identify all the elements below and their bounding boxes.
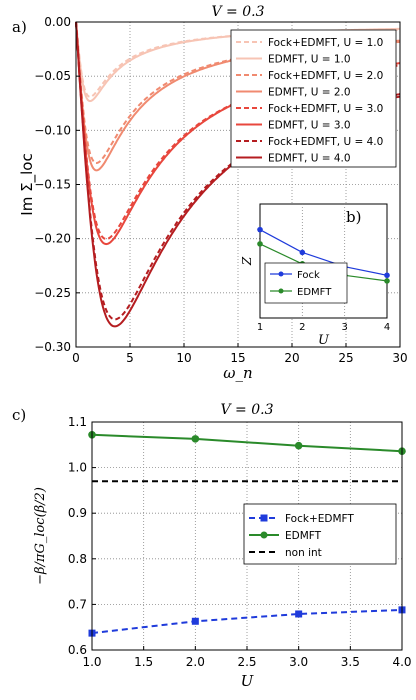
x-tick-label: 3.0: [289, 655, 308, 669]
x-axis-label: ω_n: [223, 364, 252, 382]
x-tick-label: 1.0: [82, 655, 101, 669]
x-tick-label: 4: [384, 322, 390, 333]
legend-label: Fock+EDMFT, U = 4.0: [268, 136, 383, 148]
legend-label: Fock: [297, 270, 320, 281]
legend-label: Fock+EDMFT: [285, 513, 354, 525]
x-tick-label: 5: [126, 351, 134, 365]
panel-label: c): [12, 406, 26, 424]
legend-frame: [230, 29, 397, 168]
legend-label: Fock+EDMFT, U = 1.0: [268, 37, 383, 49]
y-tick-label: 0.7: [68, 597, 87, 611]
panel-label: a): [12, 18, 27, 36]
data-point: [191, 435, 200, 443]
y-tick-label: 0.8: [68, 552, 87, 566]
x-tick-label: 4.0: [392, 655, 411, 669]
y-tick-label: 1.0: [68, 461, 87, 475]
chart-title: V = 0.3: [220, 402, 273, 418]
legend-label: Fock+EDMFT, U = 3.0: [268, 103, 383, 115]
x-tick-label: 25: [338, 351, 353, 365]
data-point: [295, 610, 303, 618]
x-tick-label: 15: [230, 351, 245, 365]
legend-label: Fock+EDMFT, U = 2.0: [268, 70, 383, 82]
legend-label: EDMFT, U = 1.0: [268, 54, 351, 66]
x-axis-label: U: [318, 333, 330, 348]
data-point: [257, 241, 263, 247]
x-tick-label: 10: [176, 351, 191, 365]
x-tick-label: 3.5: [341, 655, 360, 669]
y-tick-label: −0.30: [34, 340, 71, 354]
x-tick-label: 2.0: [186, 655, 205, 669]
y-tick-label: −0.20: [34, 232, 71, 246]
x-tick-label: 2.5: [237, 655, 256, 669]
y-axis-label: Z: [240, 256, 254, 266]
series-line: [259, 229, 388, 276]
legend: Fock+EDMFT EDMFT non int: [243, 503, 397, 565]
y-axis-label: −β/πG_loc(β/2): [33, 487, 48, 585]
y-tick-label: −0.10: [34, 123, 71, 137]
legend-label: EDMFT, U = 3.0: [268, 120, 351, 132]
y-axis-label: Im Σ_loc: [18, 153, 37, 215]
panel-a: 0 5 10 15 20 25 30 0.00 −0.05 −0.10 −0.15 −0.20 −0.2…: [12, 4, 408, 382]
x-axis-label: U: [241, 672, 255, 690]
legend-label: non int: [285, 547, 322, 559]
data-point: [294, 441, 303, 450]
legend-label: EDMFT, U = 4.0: [268, 153, 351, 165]
legend-label: EDMFT, U = 2.0: [268, 87, 351, 99]
panel-label: b): [346, 208, 361, 226]
data-point: [299, 249, 306, 256]
y-tick-label: −0.25: [34, 286, 71, 300]
series-line: [91, 433, 403, 453]
panel-b: 1 2 3 4 U Zb) Fock EDMFT: [240, 203, 390, 348]
x-tick-label: 0: [72, 351, 80, 365]
legend-marker: [260, 514, 268, 522]
x-tick-label: 30: [392, 351, 407, 365]
legend: Fock+EDMFT, U = 1.0 EDMFT, U = 1.0 Fock+ED…: [230, 29, 397, 168]
legend-label: EDMFT: [285, 530, 322, 542]
x-tick-label: 2: [299, 322, 305, 333]
y-tick-label: 1.1: [68, 415, 87, 429]
legend-label: EDMFT: [297, 287, 332, 298]
data-point: [384, 278, 390, 284]
x-tick-label: 20: [284, 351, 299, 365]
y-tick-label: 0.00: [44, 15, 71, 29]
chart-title: V = 0.3: [211, 4, 264, 20]
x-tick-label: 1.5: [134, 655, 153, 669]
legend-marker: [260, 531, 268, 539]
legend-marker: [278, 288, 284, 294]
series-line: [91, 608, 403, 635]
legend-frame: [264, 262, 348, 304]
legend-marker: [278, 271, 284, 277]
data-point: [191, 617, 199, 625]
y-tick-label: −0.15: [34, 178, 71, 192]
y-tick-label: −0.05: [34, 69, 71, 83]
x-tick-label: 1: [257, 322, 263, 333]
data-point: [257, 226, 263, 233]
legend: Fock EDMFT: [264, 262, 348, 304]
x-tick-label: 3: [341, 322, 347, 333]
panel-c: 1.0 1.5 2.0 2.5 3.0 3.5 4.0 0.6 0.7 0.8 0.9 1.0 1.1 c…: [12, 402, 412, 690]
y-tick-label: 0.9: [68, 506, 87, 520]
data-point: [384, 272, 390, 279]
y-tick-label: 0.6: [68, 643, 87, 657]
